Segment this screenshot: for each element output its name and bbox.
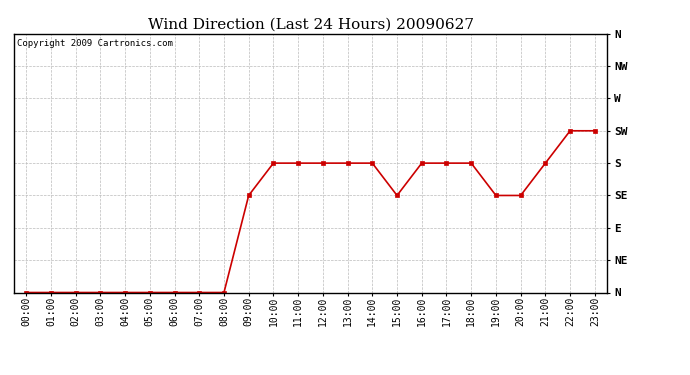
Text: Copyright 2009 Cartronics.com: Copyright 2009 Cartronics.com [17,39,172,48]
Title: Wind Direction (Last 24 Hours) 20090627: Wind Direction (Last 24 Hours) 20090627 [148,17,473,31]
